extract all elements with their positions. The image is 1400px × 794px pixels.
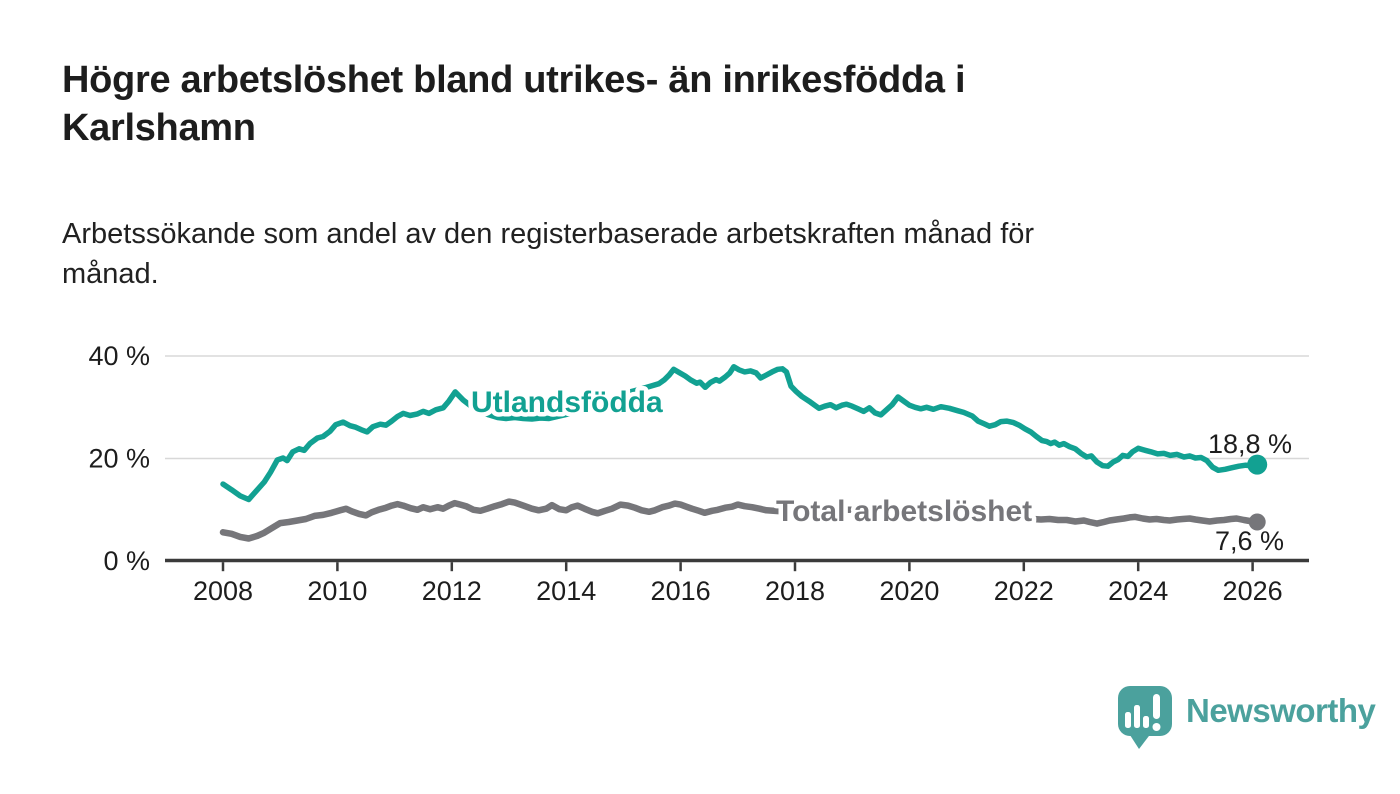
x-tick-label: 2022: [994, 576, 1054, 606]
x-tick-label: 2020: [879, 576, 939, 606]
x-tick-label: 2018: [765, 576, 825, 606]
x-tick-label: 2026: [1223, 576, 1283, 606]
x-tick-label: 2016: [651, 576, 711, 606]
y-tick-label: 40 %: [88, 341, 150, 371]
x-tick-label: 2014: [536, 576, 596, 606]
end-value-label: 7,6 %: [1215, 526, 1284, 556]
x-tick-label: 2008: [193, 576, 253, 606]
series-endpoint-dot: [1248, 513, 1266, 531]
y-tick-label: 20 %: [88, 444, 150, 474]
x-tick-label: 2012: [422, 576, 482, 606]
newsworthy-logo-text: Newsworthy: [1186, 692, 1376, 729]
series-endpoint-dot: [1247, 454, 1268, 475]
page-title: Högre arbetslöshet bland utrikes- än inr…: [62, 59, 966, 149]
end-value-label: 18,8 %: [1208, 429, 1292, 459]
x-tick-label: 2010: [307, 576, 367, 606]
page-subtitle: Arbetssökande som andel av den registerb…: [62, 218, 1035, 290]
series-line-0: [220, 364, 1260, 503]
x-tick-label: 2024: [1108, 576, 1168, 606]
series-label: Utlandsfödda: [471, 386, 663, 419]
newsworthy-logo: Newsworthy: [1117, 686, 1376, 751]
series-line-1: [219, 498, 1261, 542]
y-tick-label: 0 %: [103, 546, 150, 576]
newsworthy-logo-icon: [1118, 686, 1172, 749]
series-label: Total arbetslöshet: [776, 495, 1032, 528]
